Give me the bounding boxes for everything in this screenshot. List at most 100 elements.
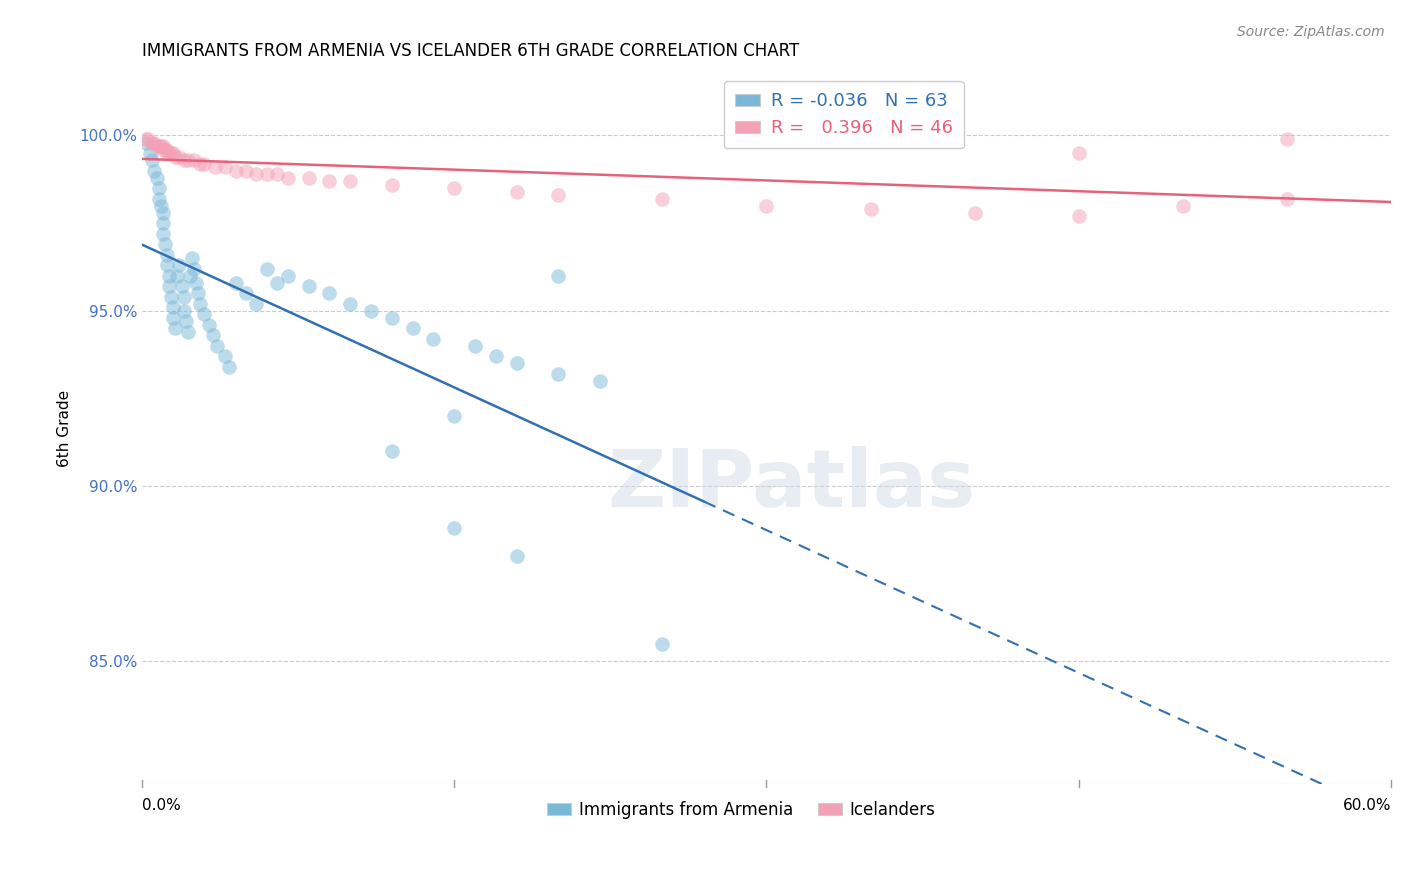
Point	[381, 443, 404, 458]
Point	[173, 153, 195, 167]
Point	[156, 247, 179, 261]
Point	[173, 303, 195, 318]
Point	[184, 276, 207, 290]
Point	[443, 181, 465, 195]
Point	[145, 170, 167, 185]
Point	[165, 149, 187, 163]
Text: ZIPatlas: ZIPatlas	[607, 446, 976, 524]
Point	[153, 237, 176, 252]
Point	[160, 146, 183, 161]
Point	[218, 359, 240, 374]
Point	[318, 174, 340, 188]
Point	[277, 268, 299, 283]
Point	[141, 153, 163, 167]
Point	[266, 167, 288, 181]
Point	[197, 318, 219, 332]
Point	[381, 310, 404, 325]
Point	[339, 296, 361, 310]
Point	[181, 251, 204, 265]
Point	[162, 146, 184, 161]
Point	[422, 332, 444, 346]
Point	[1275, 132, 1298, 146]
Point	[152, 205, 174, 219]
Point	[148, 192, 170, 206]
Point	[143, 136, 166, 150]
Text: 60.0%: 60.0%	[1343, 797, 1391, 813]
Point	[589, 374, 612, 388]
Point	[162, 300, 184, 314]
Point	[318, 286, 340, 301]
Point	[360, 303, 382, 318]
Y-axis label: 6th Grade: 6th Grade	[58, 390, 72, 467]
Point	[266, 276, 288, 290]
Point	[169, 258, 191, 272]
Point	[1067, 146, 1090, 161]
Point	[135, 132, 157, 146]
Point	[922, 132, 945, 146]
Point	[755, 198, 778, 212]
Point	[183, 153, 205, 167]
Legend: Immigrants from Armenia, Icelanders: Immigrants from Armenia, Icelanders	[541, 794, 942, 825]
Point	[173, 290, 195, 304]
Point	[145, 139, 167, 153]
Point	[152, 216, 174, 230]
Point	[339, 174, 361, 188]
Point	[149, 139, 172, 153]
Point	[297, 279, 319, 293]
Point	[277, 170, 299, 185]
Point	[547, 268, 569, 283]
Point	[214, 160, 236, 174]
Point	[152, 143, 174, 157]
Point	[165, 321, 187, 335]
Point	[547, 188, 569, 202]
Point	[169, 149, 191, 163]
Text: 0.0%: 0.0%	[142, 797, 181, 813]
Point	[166, 268, 188, 283]
Point	[1275, 192, 1298, 206]
Point	[156, 143, 179, 157]
Point	[148, 181, 170, 195]
Point	[160, 290, 183, 304]
Point	[183, 261, 205, 276]
Point	[443, 521, 465, 535]
Point	[148, 139, 170, 153]
Point	[505, 356, 527, 370]
Point	[193, 307, 215, 321]
Point	[141, 136, 163, 150]
Point	[139, 146, 162, 161]
Point	[297, 170, 319, 185]
Text: IMMIGRANTS FROM ARMENIA VS ICELANDER 6TH GRADE CORRELATION CHART: IMMIGRANTS FROM ARMENIA VS ICELANDER 6TH…	[142, 42, 799, 60]
Point	[505, 185, 527, 199]
Point	[859, 202, 882, 216]
Point	[505, 549, 527, 563]
Point	[214, 349, 236, 363]
Point	[256, 167, 278, 181]
Point	[136, 132, 159, 146]
Point	[174, 314, 197, 328]
Point	[204, 160, 226, 174]
Point	[464, 339, 486, 353]
Point	[156, 258, 179, 272]
Point	[143, 163, 166, 178]
Point	[149, 198, 172, 212]
Point	[188, 296, 211, 310]
Point	[225, 276, 247, 290]
Point	[547, 367, 569, 381]
Point	[152, 139, 174, 153]
Point	[1171, 198, 1194, 212]
Point	[135, 136, 157, 150]
Point	[235, 286, 257, 301]
Point	[401, 321, 423, 335]
Point	[651, 636, 673, 650]
Point	[157, 146, 180, 161]
Text: Source: ZipAtlas.com: Source: ZipAtlas.com	[1237, 25, 1385, 39]
Point	[152, 227, 174, 241]
Point	[170, 279, 193, 293]
Point	[443, 409, 465, 423]
Point	[205, 339, 228, 353]
Point	[201, 328, 224, 343]
Point	[235, 163, 257, 178]
Point	[225, 163, 247, 178]
Point	[193, 156, 215, 170]
Point	[256, 261, 278, 276]
